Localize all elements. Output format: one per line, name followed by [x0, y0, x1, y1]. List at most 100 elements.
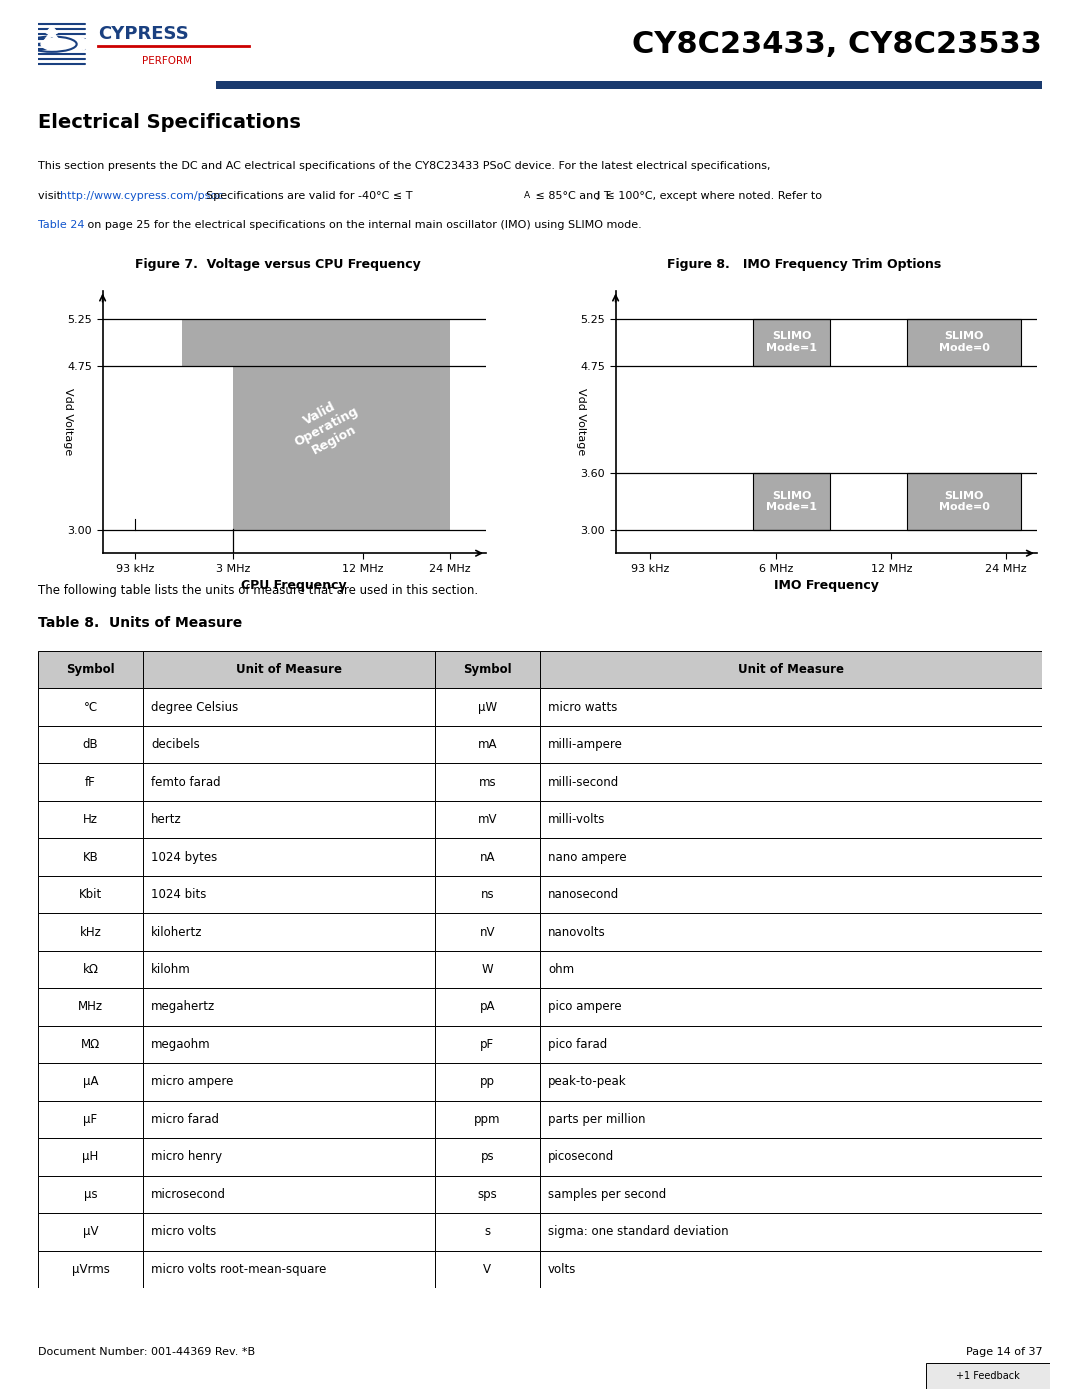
Bar [38, 1063, 144, 1101]
Bar [540, 651, 1042, 689]
Bar [38, 800, 144, 838]
Text: milli-ampere: milli-ampere [548, 738, 623, 752]
Circle shape [41, 36, 91, 52]
Bar [540, 838, 1042, 876]
Bar [434, 1101, 540, 1139]
Text: pico farad: pico farad [548, 1038, 607, 1051]
Bar [540, 951, 1042, 988]
Text: micro henry: micro henry [151, 1150, 222, 1164]
Bar [434, 1063, 540, 1101]
Text: μs: μs [84, 1187, 97, 1201]
Text: PERFORM: PERFORM [143, 56, 192, 66]
Text: mA: mA [477, 738, 497, 752]
Text: 1024 bytes: 1024 bytes [151, 851, 217, 863]
Bar [540, 726, 1042, 763]
Text: SLIMO
Mode=0: SLIMO Mode=0 [939, 331, 989, 353]
Y-axis label: Vdd Voltage: Vdd Voltage [576, 388, 586, 455]
Bar [38, 951, 144, 988]
Text: samples per second: samples per second [548, 1187, 666, 1201]
Text: parts per million: parts per million [548, 1113, 646, 1126]
Bar [144, 651, 434, 689]
Bar [38, 838, 144, 876]
Bar [540, 1139, 1042, 1176]
Bar [144, 726, 434, 763]
Bar [144, 1101, 434, 1139]
Text: peak-to-peak: peak-to-peak [548, 1076, 626, 1088]
Text: Valid
Operating
Region: Valid Operating Region [286, 391, 368, 462]
Text: ≤ 85°C and T: ≤ 85°C and T [532, 190, 610, 201]
Bar [144, 951, 434, 988]
Bar [434, 1025, 540, 1063]
Bar [434, 838, 540, 876]
Bar [540, 689, 1042, 726]
Bar [434, 951, 540, 988]
Text: +1 Feedback: +1 Feedback [956, 1370, 1020, 1382]
Text: nano ampere: nano ampere [548, 851, 626, 863]
Text: nV: nV [480, 926, 495, 939]
Bar [144, 914, 434, 951]
Bar [540, 988, 1042, 1025]
Text: Figure 8.   IMO Frequency Trim Options: Figure 8. IMO Frequency Trim Options [667, 257, 942, 271]
Bar [754, 319, 831, 366]
Bar [434, 1250, 540, 1288]
Text: degree Celsius: degree Celsius [151, 701, 239, 714]
Text: MΩ: MΩ [81, 1038, 100, 1051]
Bar [144, 1250, 434, 1288]
Text: micro volts: micro volts [151, 1225, 217, 1238]
Bar [144, 1025, 434, 1063]
X-axis label: CPU Frequency: CPU Frequency [242, 580, 347, 592]
Text: Figure 7.  Voltage versus CPU Frequency: Figure 7. Voltage versus CPU Frequency [135, 257, 421, 271]
Text: nanovolts: nanovolts [548, 926, 606, 939]
Bar [754, 474, 831, 529]
Bar [38, 1176, 144, 1213]
Bar [540, 763, 1042, 800]
Text: pF: pF [481, 1038, 495, 1051]
Text: A: A [524, 191, 530, 200]
Text: milli-second: milli-second [548, 775, 619, 789]
Text: mV: mV [477, 813, 497, 826]
Bar [434, 1176, 540, 1213]
Bar [144, 838, 434, 876]
Bar [906, 474, 1022, 529]
Bar [144, 1213, 434, 1250]
Text: milli-volts: milli-volts [548, 813, 606, 826]
Text: http://www.cypress.com/psoc: http://www.cypress.com/psoc [59, 190, 224, 201]
Bar [540, 1213, 1042, 1250]
Text: megahertz: megahertz [151, 1000, 216, 1013]
Text: This section presents the DC and AC electrical specifications of the CY8C23433 P: This section presents the DC and AC elec… [38, 161, 770, 172]
Bar [144, 800, 434, 838]
Text: 1024 bits: 1024 bits [151, 888, 206, 901]
Text: μA: μA [83, 1076, 98, 1088]
Text: kHz: kHz [80, 926, 102, 939]
Bar [434, 876, 540, 914]
Text: ns: ns [481, 888, 494, 901]
Text: Page 14 of 37: Page 14 of 37 [966, 1347, 1042, 1358]
Text: Hz: Hz [83, 813, 98, 826]
Text: decibels: decibels [151, 738, 200, 752]
Bar [434, 1213, 540, 1250]
Bar [434, 726, 540, 763]
Bar [540, 1063, 1042, 1101]
Text: microsecond: microsecond [151, 1187, 227, 1201]
Text: MHz: MHz [78, 1000, 103, 1013]
Bar [144, 763, 434, 800]
Text: °C: °C [83, 701, 97, 714]
Bar [434, 914, 540, 951]
Text: s: s [484, 1225, 490, 1238]
Bar [38, 1101, 144, 1139]
Text: J: J [596, 191, 599, 200]
Text: SLIMO
Mode=1: SLIMO Mode=1 [766, 490, 818, 513]
Bar [434, 651, 540, 689]
Bar [434, 689, 540, 726]
Bar [144, 1139, 434, 1176]
Bar [183, 366, 233, 529]
Bar [183, 319, 450, 529]
Bar [38, 1139, 144, 1176]
Text: μH: μH [82, 1150, 98, 1164]
Bar [38, 726, 144, 763]
Text: kΩ: kΩ [82, 963, 98, 977]
Text: sps: sps [477, 1187, 497, 1201]
Text: Table 24: Table 24 [38, 219, 84, 231]
Text: KB: KB [83, 851, 98, 863]
Text: Kbit: Kbit [79, 888, 103, 901]
